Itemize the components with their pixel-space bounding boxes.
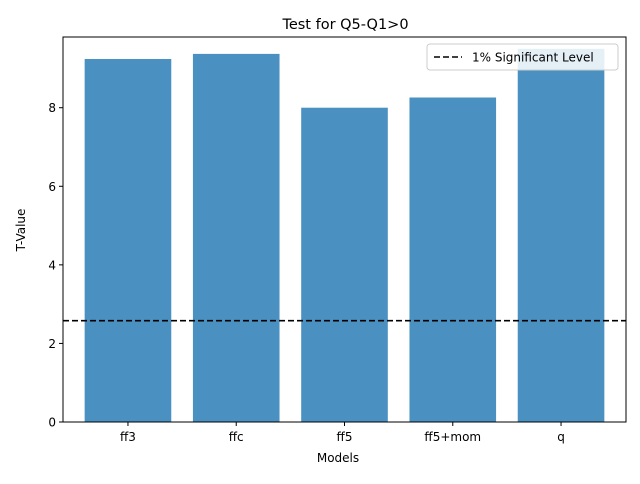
bar-ffc: [192, 53, 280, 422]
y-tick-label: 8: [48, 101, 56, 115]
legend-label-significance: 1% Significant Level: [472, 51, 594, 65]
x-axis: ff3 ffc ff5 ff5+mom q: [120, 422, 565, 444]
bar-ff3: [84, 59, 172, 422]
y-tick-label: 2: [48, 337, 56, 351]
y-axis-label: T-Value: [14, 209, 28, 253]
x-tick-label-q: q: [557, 430, 565, 444]
y-axis: 0 2 4 6 8: [48, 101, 63, 430]
legend-box: [426, 43, 619, 71]
x-tick-label-ff3: ff3: [120, 430, 136, 444]
bar-ff5+mom: [409, 97, 497, 422]
x-axis-label: Models: [317, 451, 359, 465]
x-tick-label-ff5+mom: ff5+mom: [424, 430, 481, 444]
bar-ff5: [301, 107, 388, 423]
legend: 1% Significant Level: [426, 43, 619, 71]
chart-title: Test for Q5-Q1>0: [281, 17, 408, 33]
x-tick-label-ff5: ff5: [337, 430, 353, 444]
y-tick-label: 6: [48, 180, 56, 194]
bar-q: [517, 48, 605, 422]
x-tick-label-ffc: ffc: [229, 430, 244, 444]
y-tick-label: 0: [48, 416, 56, 430]
bars-group: [84, 48, 605, 423]
y-tick-label: 4: [48, 258, 56, 272]
